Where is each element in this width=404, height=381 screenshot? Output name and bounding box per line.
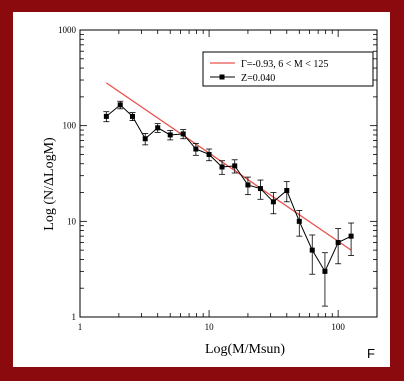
data-point <box>296 218 302 224</box>
x-tick-label: 10 <box>205 322 215 332</box>
data-point <box>348 233 354 239</box>
y-axis-label: Log (N/ΔLogM) <box>42 137 57 231</box>
data-point <box>103 113 109 119</box>
data-line <box>106 104 352 273</box>
data-point <box>309 247 315 253</box>
x-tick-label: 100 <box>331 322 345 332</box>
y-tick-label: 1000 <box>58 25 77 35</box>
x-tick-label: 1 <box>78 322 83 332</box>
data-point <box>284 188 290 194</box>
line-chart: 1 10 100 1 10 100 1000 Log (N/ΔLogM) Log(M/Msu… <box>42 25 378 357</box>
data-point <box>335 240 341 246</box>
y-tick-label: 10 <box>67 216 77 226</box>
chart-panel: 1 10 100 1 10 100 1000 Log (N/ΔLogM) Log(M/Msu… <box>13 12 390 367</box>
data-point <box>219 164 225 170</box>
data-point <box>206 151 212 157</box>
x-axis-label: Log(M/Msun) <box>205 342 285 357</box>
data-point <box>142 136 148 142</box>
legend: Γ=-0.93, 6 < M < 125 Z=0.040 <box>202 51 374 87</box>
data-point <box>155 125 161 131</box>
legend-box <box>202 51 374 87</box>
corner-label: F <box>367 346 375 361</box>
plot-frame <box>79 29 378 318</box>
legend-data-label: Z=0.040 <box>241 73 275 84</box>
data-point <box>117 102 123 108</box>
data-point <box>270 199 276 205</box>
legend-fit-label: Γ=-0.93, 6 < M < 125 <box>241 59 328 70</box>
y-tick-label: 100 <box>63 121 77 131</box>
y-tick-label: 1 <box>72 312 77 322</box>
data-point <box>167 132 173 138</box>
data-point <box>322 268 328 274</box>
data-point <box>245 182 251 188</box>
data-point <box>257 186 263 192</box>
data-point <box>180 131 186 137</box>
data-point <box>129 113 135 119</box>
data-point <box>193 146 199 152</box>
data-point <box>232 163 238 169</box>
legend-data-marker <box>219 74 225 80</box>
